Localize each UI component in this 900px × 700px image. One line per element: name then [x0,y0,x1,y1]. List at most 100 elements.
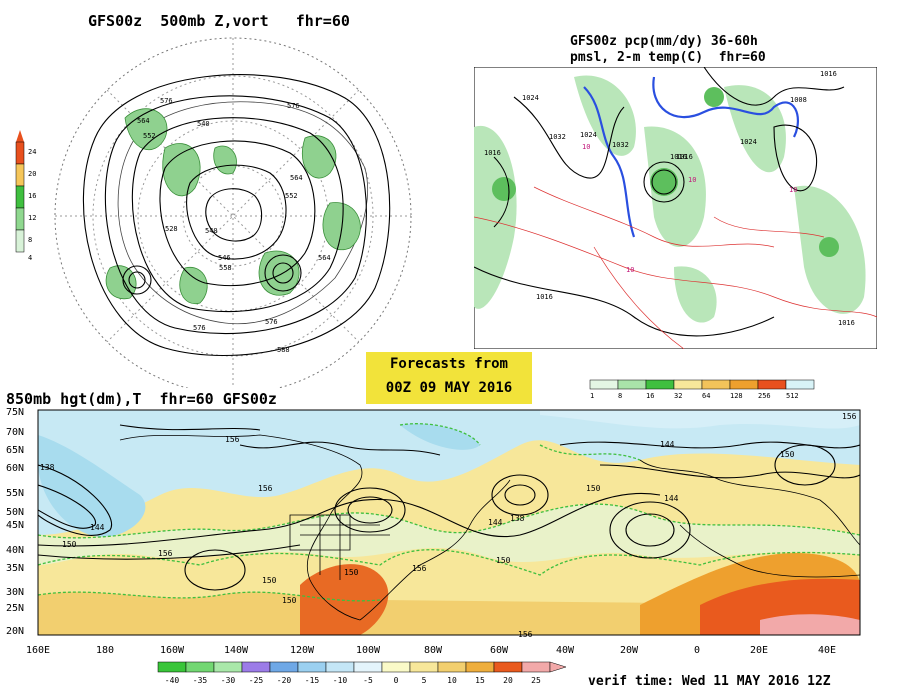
z500-label: 576 [287,102,300,110]
z500-label: 528 [165,225,178,233]
lon-label: 80W [424,645,443,656]
panel-pcp-map: 1024 1032 1024 1016 1016 1032 1016 1016 … [474,67,877,349]
vort-colorbar-label: 8 [28,236,32,244]
pmsl-label: 1016 [484,149,501,157]
lat-label: 70N [6,427,24,438]
lon-label: 140W [224,645,249,656]
lat-label: 25N [6,603,24,614]
temp-colorbar-swatch [437,661,467,673]
precip-colorbar-label: 8 [618,392,622,400]
temp-colorbar-swatch [325,661,355,673]
forecast-line-2: 00Z 09 MAY 2016 [385,380,513,396]
z850-label: 150 [496,556,511,565]
z500-label: 564 [318,254,331,262]
vort-colorbar-label: 16 [28,192,36,200]
z500-label: 588 [277,346,290,354]
z500-label: 564 [137,117,150,125]
temp-colorbar-label: -10 [333,676,348,685]
vort-colorbar-label: 4 [28,254,32,262]
z500-label: 552 [143,132,156,140]
panel-500mb-map: 576 564 552 540 576 564 552 564 528 540 … [54,37,412,388]
temp-colorbar-label: -25 [249,676,264,685]
z850-label: 144 [664,494,679,503]
temp-colorbar-label: -35 [193,676,208,685]
temp-colorbar-swatch [381,661,411,673]
temp-colorbar-label: -20 [277,676,292,685]
pmsl-label: 1032 [612,141,629,149]
pmsl-label: 1024 [740,138,757,146]
temp-colorbar-label: 5 [422,676,427,685]
lon-label: 20W [620,645,639,656]
z850-label: 138 [510,514,525,523]
panel-pcp-title-1: GFS00z pcp(mm/dy) 36-60h [570,34,758,49]
temp-colorbar-label: -40 [165,676,180,685]
lat-label: 45N [6,520,24,531]
panel-850mb-map: 156 138 144 150 156 150 156 150 156 150 … [6,407,861,656]
z850-label: 144 [660,440,675,449]
z500-label: 552 [285,192,298,200]
precip-colorbar-label: 32 [674,392,682,400]
z850-label: 150 [282,596,297,605]
forecast-line-1: Forecasts from [389,356,508,372]
z850-label: 150 [262,576,277,585]
temp-colorbar-swatch [157,661,187,673]
z850-label: 144 [488,518,503,527]
z500-label: 558 [219,264,232,272]
precip-colorbar: 1 8 16 32 64 128 256 512 [589,379,815,400]
vort-colorbar-label: 24 [28,148,36,156]
panel-pcp-title-2: pmsl, 2-m temp(C) fhr=60 [570,50,766,65]
z500-label: 546 [218,254,231,262]
lon-label: 20E [750,645,768,656]
z850-label: 150 [344,568,359,577]
lat-label: 30N [6,587,24,598]
precip-colorbar-label: 512 [786,392,799,400]
precip-colorbar-label: 64 [702,392,710,400]
pmsl-label: 1016 [670,153,687,161]
lat-label: 40N [6,545,24,556]
lon-label: 120W [290,645,315,656]
temp-label: 10 [626,266,634,274]
pmsl-label: 1016 [820,70,837,78]
precip-colorbar-label: 128 [730,392,743,400]
z850-label: 156 [258,484,273,493]
temp-colorbar-swatch [493,661,523,673]
temp-colorbar: -40 -35 -30 -25 -20 -15 -10 -5 0 5 10 15 20 25 [157,661,567,685]
pmsl-label: 1016 [838,319,855,327]
temp-colorbar-swatch [269,661,299,673]
temp-colorbar-swatch [465,661,495,673]
temp-label: 10 [789,186,797,194]
lat-label: 65N [6,445,24,456]
z850-label: 156 [842,412,857,421]
temp-colorbar-swatch [353,661,383,673]
temp-colorbar-arrow [549,661,567,673]
lon-label: 160W [160,645,185,656]
temp-colorbar-swatch [409,661,439,673]
z850-label: 156 [412,564,427,573]
verif-time: verif time: Wed 11 MAY 2016 12Z [588,674,831,689]
z850-label: 150 [62,540,77,549]
lon-label: 0 [694,645,700,656]
lon-label: 100W [356,645,381,656]
lat-label: 60N [6,463,24,474]
pmsl-label: 1016 [676,153,693,161]
temp-colorbar-label: 20 [503,676,513,685]
temp-colorbar-label: -5 [363,676,373,685]
pmsl-label: 1016 [536,293,553,301]
pmsl-label: 1024 [580,131,597,139]
lon-label: 160E [26,645,50,656]
z500-label: 540 [197,120,210,128]
lon-label: 60W [490,645,509,656]
temp-label: 10 [688,176,696,184]
pmsl-label: 1024 [522,94,539,102]
vort-colorbar-label: 20 [28,170,36,178]
forecast-info-box: Forecasts from 00Z 09 MAY 2016 [366,352,532,404]
lat-label: 55N [6,488,24,499]
pmsl-label: 1008 [790,96,807,104]
lon-label: 180 [96,645,114,656]
z850-label: 156 [518,630,533,639]
z500-label: 564 [290,174,303,182]
temp-colorbar-swatch [185,661,215,673]
temp-label: 10 [582,143,590,151]
z500-label: 576 [160,97,173,105]
temp-colorbar-label: 15 [475,676,485,685]
